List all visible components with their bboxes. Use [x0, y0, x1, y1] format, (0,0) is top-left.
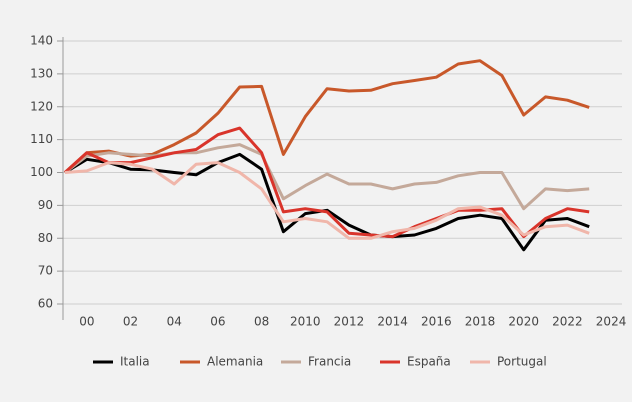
- x-tick-label: 2024: [596, 315, 627, 329]
- line: [64, 161, 590, 240]
- legend-label: Francia: [308, 355, 351, 369]
- y-tick-label: 140: [30, 34, 53, 48]
- x-tick-label: 2014: [377, 315, 408, 329]
- y-tick-label: 120: [30, 99, 53, 113]
- x-tick-label: 04: [167, 315, 182, 329]
- x-tick-label: 2010: [290, 315, 321, 329]
- y-tick-label: 110: [30, 132, 53, 146]
- line: [63, 126, 590, 239]
- x-tick-label: 2016: [421, 315, 452, 329]
- x-tick-label: 00: [79, 315, 94, 329]
- x-tick-label: 06: [210, 315, 225, 329]
- x-tick-label: 08: [254, 315, 269, 329]
- x-tick-label: 2012: [334, 315, 365, 329]
- y-tick-label: 100: [30, 165, 53, 179]
- x-tick-label: 2018: [465, 315, 496, 329]
- x-tick-label: 2022: [552, 315, 583, 329]
- y-tick-label: 130: [30, 66, 53, 80]
- line: [64, 143, 590, 211]
- y-tick-label: 90: [38, 198, 53, 212]
- y-tick-label: 70: [38, 264, 53, 278]
- y-tick-label: 60: [38, 297, 53, 311]
- x-tick-label: 02: [123, 315, 138, 329]
- y-tick-label: 80: [38, 231, 53, 245]
- legend-label: Italia: [120, 355, 150, 369]
- legend-label: Portugal: [497, 355, 547, 369]
- legend-label: España: [407, 355, 451, 369]
- legend-label: Alemania: [207, 355, 263, 369]
- line: [63, 59, 590, 174]
- x-tick-label: 2020: [508, 315, 539, 329]
